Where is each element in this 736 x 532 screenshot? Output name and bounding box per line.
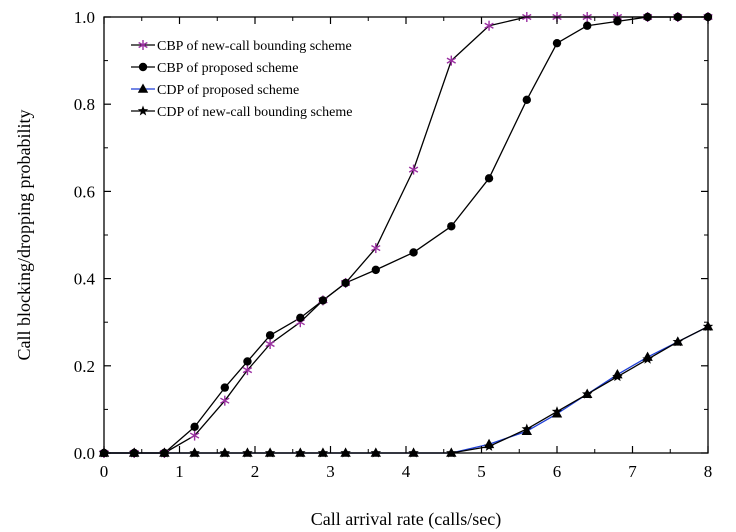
data-point-series-2 (447, 222, 456, 231)
data-point-series-2 (265, 331, 275, 340)
data-point-series-2 (243, 357, 252, 366)
y-tick-label: 0.0 (74, 444, 95, 463)
asterisk-stroke (484, 22, 494, 29)
legend-marker-1 (138, 40, 148, 50)
y-tick-label: 0.6 (74, 182, 95, 201)
asterisk-stroke (242, 367, 253, 374)
asterisk-stroke (265, 340, 275, 348)
x-tick-label: 1 (175, 462, 184, 481)
data-point-series-2 (371, 265, 380, 275)
x-tick-label: 3 (326, 462, 335, 481)
data-point-series-1 (265, 339, 275, 349)
x-tick-label: 6 (553, 462, 562, 481)
asterisk-stroke (220, 397, 230, 404)
x-tick-label: 2 (251, 462, 260, 481)
axis-layer: 0 1 2 3 4 5 6 7 8 0.0 0.2 0.4 0.6 0.8 1.0 (74, 8, 713, 481)
x-tick-label: 8 (704, 462, 713, 481)
data-point-series-2 (552, 38, 562, 48)
data-point-series-2 (583, 21, 592, 30)
legend-marker-3 (137, 83, 149, 93)
legend-label-2: CBP of proposed scheme (157, 61, 298, 76)
data-point-series-2 (190, 422, 199, 432)
data-point-series-4 (551, 406, 563, 417)
data-point-series-2 (341, 278, 350, 288)
legend-label-3: CDP of proposed scheme (157, 83, 299, 98)
x-tick-label: 7 (628, 462, 637, 481)
data-point-series-1 (371, 243, 381, 254)
asterisk-stroke (189, 432, 200, 439)
data-point-series-1 (484, 20, 494, 31)
data-point-series-4 (612, 371, 623, 382)
data-point-series-1 (446, 55, 456, 66)
x-tick-label: 5 (477, 462, 486, 481)
data-point-series-4 (483, 440, 495, 451)
x-tick-label: 4 (402, 462, 411, 481)
y-tick-label: 0.4 (74, 270, 96, 289)
asterisk-stroke (371, 244, 381, 252)
legend-label-4: CDP of new-call bounding scheme (157, 105, 352, 120)
data-point-series-2 (522, 95, 531, 105)
data-point-series-2 (613, 17, 622, 26)
data-point-series-1 (408, 164, 419, 175)
data-point-series-4 (521, 423, 533, 434)
legend-marker-2 (138, 62, 148, 72)
legend-marker-4 (137, 105, 149, 116)
y-tick-label: 1.0 (74, 8, 95, 27)
data-point-series-1 (189, 430, 200, 441)
data-point-series-1 (220, 395, 230, 406)
asterisk-stroke (138, 41, 148, 49)
y-axis-title: Call blocking/dropping probability (14, 110, 34, 361)
data-point-series-2 (220, 383, 229, 392)
data-point-series-2 (409, 248, 418, 257)
data-point-series-2 (484, 174, 494, 183)
x-tick-label: 0 (100, 462, 109, 481)
x-axis-title: Call arrival rate (calls/sec) (311, 509, 501, 530)
legend: CBP of new-call bounding scheme CBP of pr… (131, 39, 352, 120)
legend-label-1: CBP of new-call bounding scheme (157, 39, 352, 54)
asterisk-stroke (446, 57, 456, 64)
data-point-series-2 (296, 313, 305, 323)
data-point-series-4 (581, 388, 593, 399)
data-point-series-4 (642, 353, 653, 364)
data-point-series-2 (318, 296, 328, 305)
data-point-series-1 (242, 365, 253, 376)
y-tick-label: 0.2 (74, 357, 95, 376)
asterisk-stroke (408, 166, 419, 173)
y-tick-label: 0.8 (74, 95, 95, 114)
data-point-series-4 (672, 336, 684, 347)
